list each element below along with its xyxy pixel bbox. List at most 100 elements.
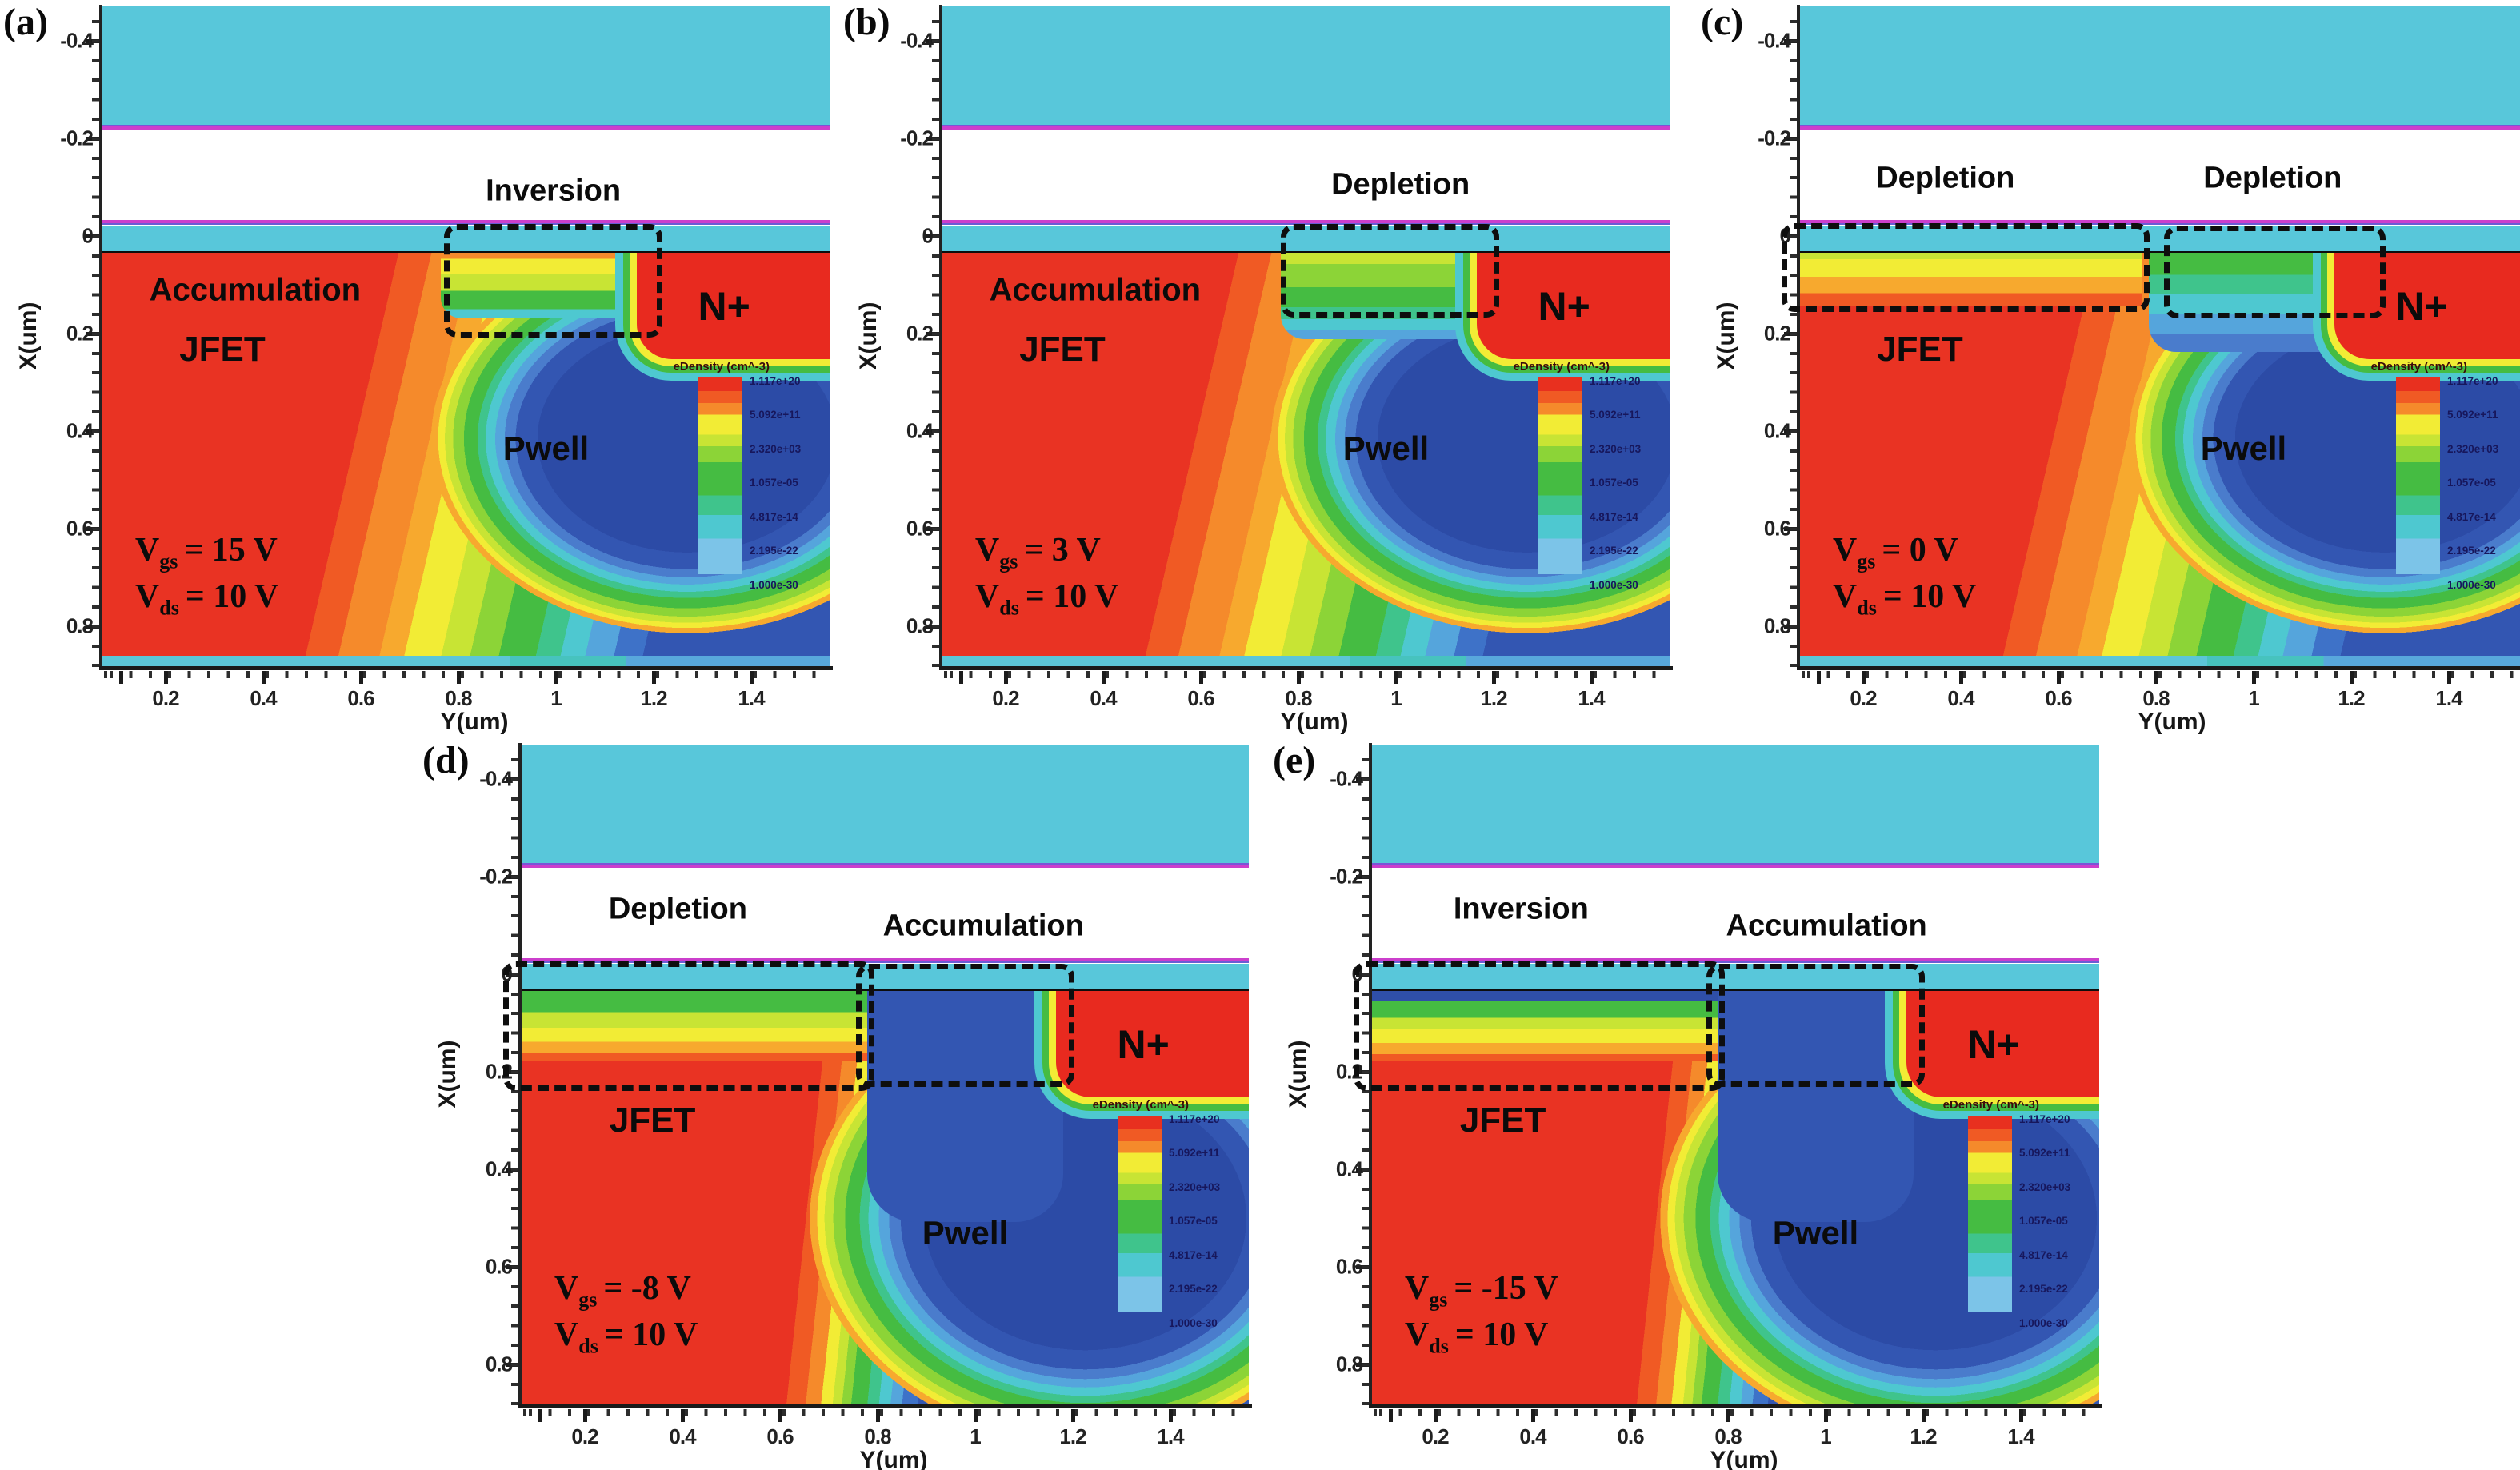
vgs-value: = 0 V <box>1882 531 1958 569</box>
x-axis-line <box>1369 1404 2102 1408</box>
jfet-surface-inversion-bands <box>1372 990 1718 1061</box>
region-label-nplus: N+ <box>1538 284 1590 330</box>
colorbar-tick: 1.117e+20 <box>1169 1113 1220 1125</box>
y-tick-label: -0.2 <box>479 864 513 889</box>
drain-voltage-label: Vds = 10 V <box>1405 1316 1548 1358</box>
x-tick-label: 0.2 <box>571 1424 598 1448</box>
nplus-rim-green <box>1892 990 2099 1112</box>
region-label-jfet: JFET <box>609 1101 696 1140</box>
colorbar-tick: 2.195e-22 <box>2019 1283 2068 1296</box>
y-axis-line <box>939 5 942 670</box>
channel-annotation-box <box>856 963 1075 1088</box>
oxide-boundary-line <box>1800 220 2520 226</box>
gate-voltage-label: Vgs = -8 V <box>554 1269 691 1312</box>
channel-surface-bands <box>440 252 648 319</box>
x-axis-minor-ticks <box>1800 671 2520 678</box>
region-label-pwell: Pwell <box>2200 429 2287 467</box>
colorbar-tick: 1.117e+20 <box>2447 375 2498 387</box>
y-tick-label: 0.4 <box>1335 1156 1363 1181</box>
vgs-subscript: gs <box>578 1288 598 1312</box>
x-axis-minor-ticks <box>102 671 830 678</box>
x-tick-label: 1 <box>970 1424 982 1448</box>
colorbar <box>2396 377 2440 575</box>
drain-voltage-label: Vds = 10 V <box>1833 577 1976 620</box>
x-tick-label: 0.6 <box>1617 1424 1644 1448</box>
colorbar-labels: 1.117e+20 5.092e+11 2.320e+03 1.057e-05 … <box>1169 1114 1220 1328</box>
x-tick-label: 0.6 <box>2045 686 2072 710</box>
x-tick-label: 0.8 <box>1714 1424 1742 1448</box>
colorbar-title: eDensity (cm^-3) <box>1092 1098 1190 1112</box>
x-tick-label: 1 <box>1390 686 1402 710</box>
channel-depleted-region <box>1717 990 1914 1223</box>
electrode-boundary-line <box>1800 124 2520 130</box>
y-axis-title: X(um) <box>855 302 882 370</box>
region-label-pwell: Pwell <box>922 1213 1009 1252</box>
nplus-source-region <box>614 252 830 381</box>
colorbar-tick: 1.000e-30 <box>2447 578 2496 591</box>
colorbar <box>698 377 742 575</box>
vgs-value: = -8 V <box>603 1269 691 1307</box>
channel-surface-bands <box>1280 252 1488 340</box>
y-tick-label: 0.8 <box>1763 613 1791 638</box>
vds-value: = 10 V <box>185 577 279 615</box>
colorbar-tick: 1.000e-30 <box>2019 1316 2068 1329</box>
vds-subscript: ds <box>999 596 1019 620</box>
colorbar-tick: 1.000e-30 <box>750 578 798 591</box>
x-axis-minor-ticks <box>522 1409 1250 1416</box>
y-tick-label: 0.6 <box>66 516 94 541</box>
vds-symbol: V <box>1832 577 1858 615</box>
nplus-core <box>1906 990 2099 1098</box>
x-axis-title: Y(um) <box>1710 1447 1778 1470</box>
x-tick-label: 0.4 <box>1090 686 1117 710</box>
x-tick-label: 0.8 <box>445 686 472 710</box>
x-axis-title: Y(um) <box>2138 709 2206 735</box>
colorbar <box>1968 1116 2012 1313</box>
oxide-boundary-line <box>1372 958 2099 964</box>
annotation-channel-state: Accumulation <box>1726 909 1927 943</box>
y-axis-line <box>518 743 522 1408</box>
vds-subscript: ds <box>578 1334 598 1358</box>
y-tick-label: 0.8 <box>906 613 934 638</box>
vgs-symbol: V <box>134 531 160 569</box>
nplus-rim-green <box>622 252 830 373</box>
nplus-core <box>2334 252 2520 360</box>
x-axis-line <box>939 666 1673 670</box>
region-label-pwell: Pwell <box>1772 1213 1859 1252</box>
panel-label: (a) <box>3 1 48 43</box>
colorbar-tick: 1.117e+20 <box>1590 375 1641 387</box>
substrate-strip <box>1800 655 2520 666</box>
contour-plot: eDensity (cm^-3) 1.117e+20 5.092e+11 2.3… <box>1354 745 2099 1404</box>
drain-voltage-label: Vds = 10 V <box>554 1316 698 1358</box>
annotation-jfet-state: Depletion <box>1876 161 2015 194</box>
colorbar-tick: 1.057e-05 <box>1590 477 1638 489</box>
electrode-boundary-line <box>1372 862 2099 868</box>
annotation-channel-state: Depletion <box>2203 161 2342 194</box>
annotation-jfet-state: Depletion <box>608 892 747 926</box>
panel-d: (d) X(um) Y(um) -0.4 -0.2 0 0.2 0.4 0.6 … <box>419 738 1259 1470</box>
x-tick-label: 1.4 <box>1578 686 1605 710</box>
gate-oxide-region <box>942 225 1670 252</box>
y-tick-label: -0.4 <box>1330 766 1363 791</box>
x-axis-minor-ticks <box>942 671 1670 678</box>
colorbar-title: eDensity (cm^-3) <box>673 360 770 374</box>
gate-electrode-region <box>942 6 1670 125</box>
vgs-subscript: gs <box>999 549 1018 573</box>
gate-oxide-region <box>1800 225 2520 252</box>
y-tick-label: 0.4 <box>485 1156 513 1181</box>
gate-electrode-region <box>522 745 1249 863</box>
electrode-boundary-line <box>102 124 830 130</box>
channel-annotation-box <box>1280 224 1499 318</box>
vgs-subscript: gs <box>1429 1288 1448 1312</box>
vgs-value: = -15 V <box>1454 1269 1558 1307</box>
panel-label: (e) <box>1273 739 1316 781</box>
x-axis-title: Y(um) <box>859 1447 928 1470</box>
colorbar-title: eDensity (cm^-3) <box>1942 1098 2040 1112</box>
y-tick-label: 0.8 <box>1335 1352 1363 1376</box>
colorbar-tick: 5.092e+11 <box>2447 409 2498 421</box>
colorbar-tick: 2.320e+03 <box>2019 1180 2071 1193</box>
gate-electrode-region <box>1800 6 2520 125</box>
nplus-rim-yellow <box>629 252 830 367</box>
colorbar-tick: 4.817e-14 <box>750 510 798 523</box>
electrode-boundary-line <box>522 862 1249 868</box>
colorbar-tick: 1.057e-05 <box>750 477 798 489</box>
